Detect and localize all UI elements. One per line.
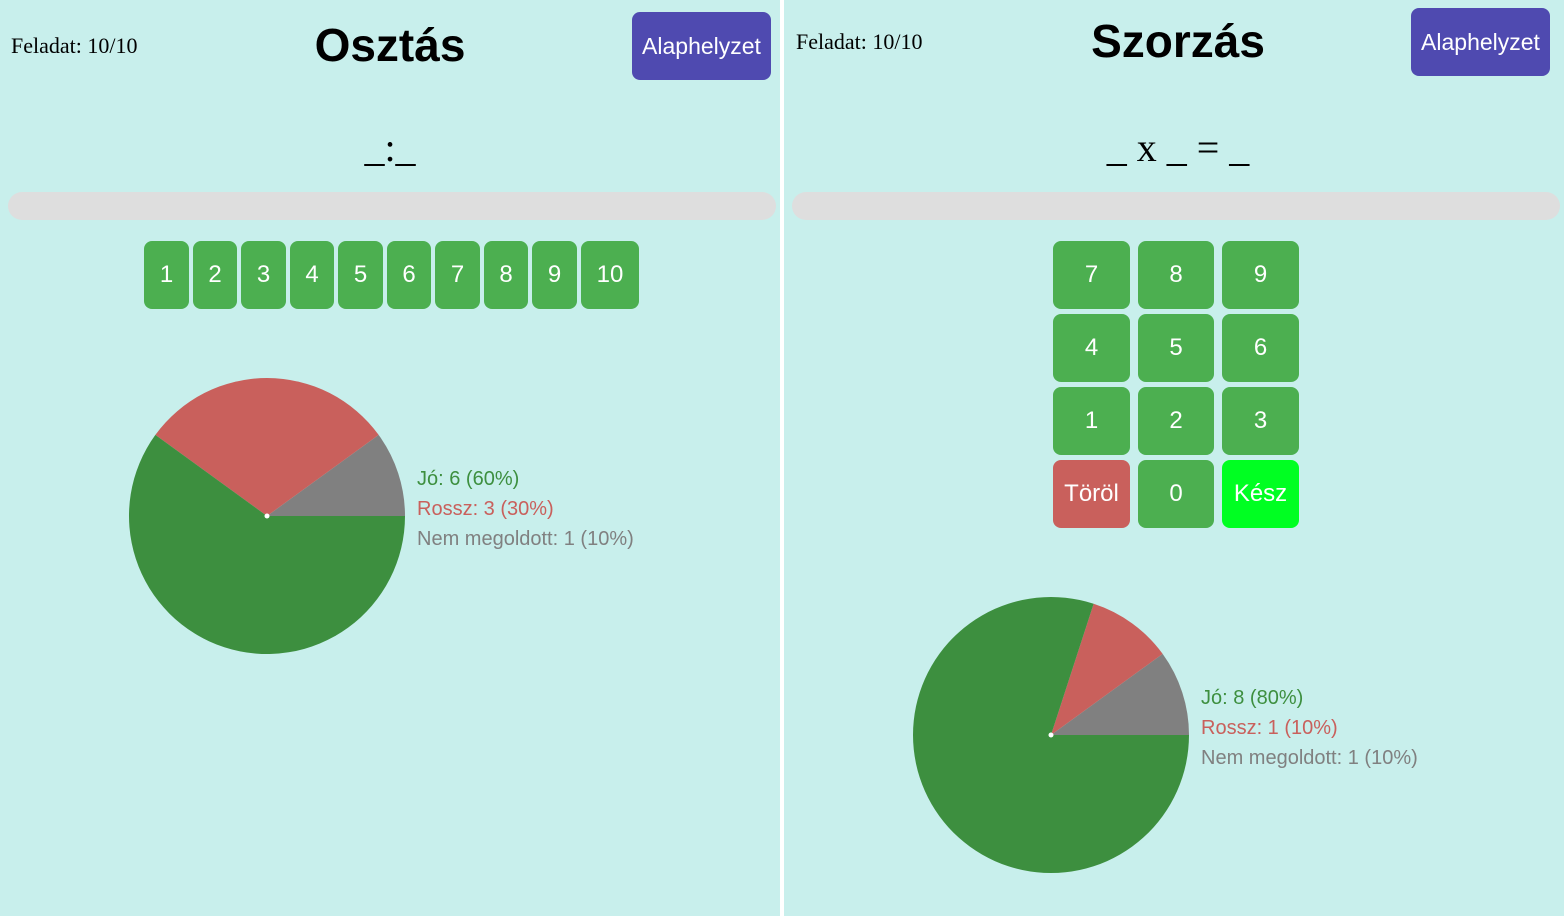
legend-bad: Rossz: 3 (30%) [417, 498, 554, 520]
equation-display: _ x _ = _ [1106, 125, 1250, 170]
keypad-3[interactable]: 3 [1222, 387, 1299, 455]
keypad-4[interactable]: 4 [1053, 314, 1130, 382]
keypad-0[interactable]: 0 [1138, 460, 1214, 528]
pie-slice-good [128, 434, 405, 654]
keypad-6[interactable]: 6 [1222, 314, 1299, 382]
legend-bad: Rossz: 1 (10%) [1201, 717, 1338, 739]
pie-center-dot [1048, 732, 1054, 738]
multiplication-panel: Feladat: 10/10 Szorzás Alaphelyzet _ x _… [784, 0, 1564, 916]
answer-button-9[interactable]: 9 [532, 241, 577, 309]
answer-button-1[interactable]: 1 [144, 241, 189, 309]
keypad-8[interactable]: 8 [1138, 241, 1214, 309]
pie-center-dot [264, 513, 270, 519]
results-pie-chart [128, 378, 405, 654]
answer-button-8[interactable]: 8 [484, 241, 528, 309]
division-panel: Feladat: 10/10 Osztás Alaphelyzet _:_ 1 … [0, 0, 780, 916]
delete-button[interactable]: Töröl [1053, 460, 1130, 528]
results-legend: Jó: 6 (60%) Rossz: 3 (30%) Nem megoldott… [417, 464, 634, 554]
task-counter: Feladat: 10/10 [11, 33, 138, 58]
legend-unsolved: Nem megoldott: 1 (10%) [417, 528, 634, 550]
results-pie-chart [913, 597, 1189, 873]
legend-good: Jó: 6 (60%) [417, 468, 520, 490]
pie-slice-unsolved [267, 434, 405, 516]
keypad-5[interactable]: 5 [1138, 314, 1214, 382]
answer-button-3[interactable]: 3 [241, 241, 286, 309]
results-legend: Jó: 8 (80%) Rossz: 1 (10%) Nem megoldott… [1201, 683, 1418, 773]
task-counter: Feladat: 10/10 [796, 29, 923, 54]
answer-button-6[interactable]: 6 [387, 241, 431, 309]
keypad-9[interactable]: 9 [1222, 241, 1299, 309]
pie-slice-bad [155, 378, 379, 516]
answer-button-10[interactable]: 10 [581, 241, 639, 309]
keypad-1[interactable]: 1 [1053, 387, 1130, 455]
legend-good: Jó: 8 (80%) [1201, 687, 1304, 709]
pie-slice-unsolved [1051, 653, 1189, 735]
answer-button-4[interactable]: 4 [290, 241, 334, 309]
answer-button-5[interactable]: 5 [338, 241, 383, 309]
progress-bar [8, 192, 776, 220]
legend-unsolved: Nem megoldott: 1 (10%) [1201, 747, 1418, 769]
page-title: Szorzás [1091, 15, 1265, 67]
answer-button-7[interactable]: 7 [435, 241, 480, 309]
reset-button[interactable]: Alaphelyzet [632, 12, 771, 80]
progress-bar [792, 192, 1560, 220]
keypad-2[interactable]: 2 [1138, 387, 1214, 455]
page-title: Osztás [314, 19, 466, 71]
pie-slice-bad [1051, 603, 1163, 735]
equation-display: _:_ [364, 125, 416, 170]
reset-button[interactable]: Alaphelyzet [1411, 8, 1550, 76]
answer-button-2[interactable]: 2 [193, 241, 237, 309]
keypad-7[interactable]: 7 [1053, 241, 1130, 309]
done-button[interactable]: Kész [1222, 460, 1299, 528]
